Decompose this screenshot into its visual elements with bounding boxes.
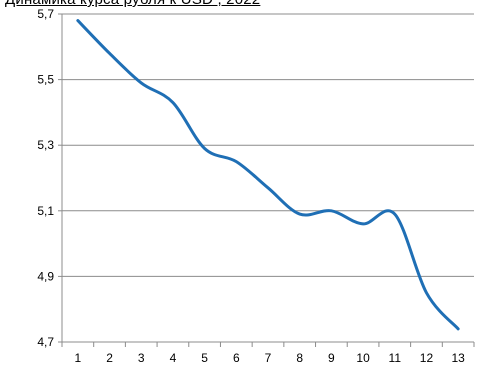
axes	[58, 13, 475, 347]
x-tick-label: 6	[233, 351, 240, 365]
x-tick-label: 5	[201, 351, 208, 365]
y-tick-label: 5,1	[37, 204, 54, 218]
x-tick-label: 7	[265, 351, 272, 365]
chart-title: Динамика курса рубля к USD , 2022	[5, 0, 260, 8]
x-tick-label: 8	[296, 351, 303, 365]
x-tick-label: 1	[75, 351, 82, 365]
x-tick-label: 11	[389, 351, 402, 365]
x-tick-label: 9	[328, 351, 335, 365]
series-line	[76, 19, 460, 331]
y-tick-label: 5,5	[37, 73, 54, 87]
y-tick-label: 5,7	[37, 7, 54, 21]
y-tick-label: 5,3	[37, 138, 54, 152]
y-tick-labels: 4,7 4,9 5,1 5,3 5,5 5,7	[37, 7, 54, 349]
x-tick-label: 4	[170, 351, 177, 365]
x-tick-label: 3	[138, 351, 145, 365]
x-tick-label: 13	[451, 351, 465, 365]
x-tick-label: 2	[106, 351, 113, 365]
x-tick-labels: 1 2 3 4 5 6 7 8 9 10 11 12 13	[75, 351, 466, 365]
series-group	[76, 19, 460, 331]
x-tick-label: 10	[356, 351, 370, 365]
gridlines	[62, 13, 474, 277]
x-tick-label: 12	[420, 351, 434, 365]
y-tick-label: 4,7	[37, 335, 54, 349]
y-tick-label: 4,9	[37, 269, 54, 283]
